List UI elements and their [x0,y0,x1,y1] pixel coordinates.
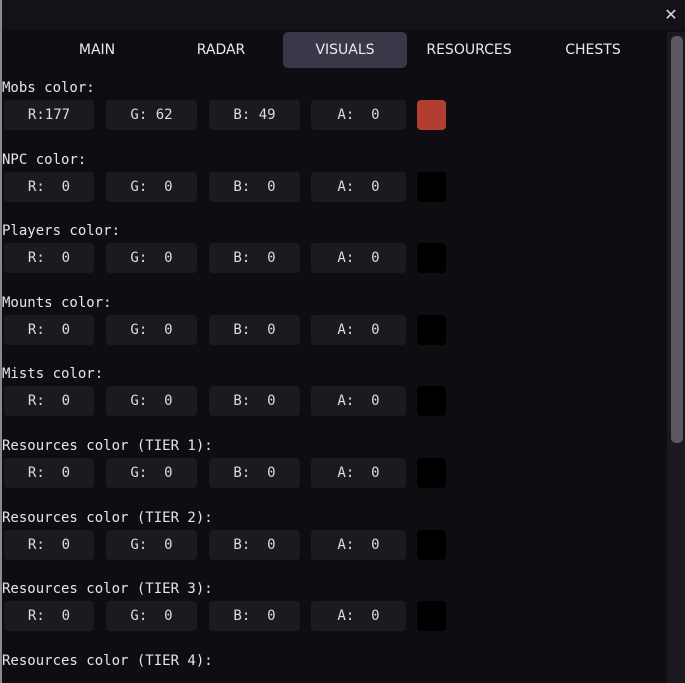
color-swatch[interactable] [417,601,446,632]
color-setting-label: Resources color (TIER 1): [2,438,213,454]
title-bar [2,0,685,30]
g-channel-input[interactable]: G: 0 [106,601,197,632]
g-channel-input[interactable]: G: 0 [106,458,197,488]
a-channel-input[interactable]: A: 0 [311,601,406,632]
color-swatch[interactable] [417,314,446,345]
r-channel-input[interactable]: R: 0 [4,314,94,345]
close-icon[interactable]: ✕ [664,5,678,24]
b-channel-input[interactable]: B: 0 [209,529,300,560]
a-channel-input[interactable]: A: 0 [311,100,406,130]
color-swatch[interactable] [417,386,446,417]
a-channel-input[interactable]: A: 0 [311,314,406,345]
b-channel-input[interactable]: B: 49 [209,100,300,130]
r-channel-input[interactable]: R: 0 [4,458,94,488]
color-swatch[interactable] [417,100,446,130]
color-setting-label: Players color: [2,223,121,240]
color-swatch[interactable] [417,458,446,488]
g-channel-input[interactable]: G: 62 [106,100,197,130]
tab-visuals[interactable]: VISUALS [283,32,407,68]
scrollbar-thumb[interactable] [671,36,683,443]
g-channel-input[interactable]: G: 0 [106,171,197,202]
a-channel-input[interactable]: A: 0 [311,171,406,202]
b-channel-input[interactable]: B: 0 [209,386,300,417]
tab-chests[interactable]: CHESTS [565,42,621,58]
color-setting-label: Mobs color: [2,80,95,96]
a-channel-input[interactable]: A: 0 [311,243,406,274]
g-channel-input[interactable]: G: 0 [106,529,197,560]
tab-resources[interactable]: RESOURCES [426,42,512,58]
r-channel-input[interactable]: R: 0 [4,243,94,274]
g-channel-input[interactable]: G: 0 [106,386,197,417]
window-border [0,0,2,683]
r-channel-input[interactable]: R: 0 [4,171,94,202]
color-setting-label: Resources color (TIER 3): [2,581,213,598]
a-channel-input[interactable]: A: 0 [311,386,406,417]
color-setting-label: NPC color: [2,151,87,168]
color-swatch[interactable] [417,529,446,560]
r-channel-input[interactable]: R:177 [4,100,94,130]
tab-bar: MAIN RADAR VISUALS RESOURCES CHESTS [35,32,655,68]
color-setting-label: Mounts color: [2,294,112,311]
b-channel-input[interactable]: B: 0 [209,171,300,202]
color-setting-label: Resources color (TIER 4): [2,652,213,669]
b-channel-input[interactable]: B: 0 [209,601,300,632]
b-channel-input[interactable]: B: 0 [209,243,300,274]
a-channel-input[interactable]: A: 0 [311,529,406,560]
visuals-panel: Mobs color: R:177 G: 62 B: 49 A: 0 NPC color:… [2,70,667,683]
b-channel-input[interactable]: B: 0 [209,314,300,345]
b-channel-input[interactable]: B: 0 [209,458,300,488]
color-swatch[interactable] [417,171,446,202]
color-swatch[interactable] [417,243,446,274]
r-channel-input[interactable]: R: 0 [4,529,94,560]
g-channel-input[interactable]: G: 0 [106,243,197,274]
tab-radar[interactable]: RADAR [196,42,246,58]
color-setting-label: Mists color: [2,366,104,383]
r-channel-input[interactable]: R: 0 [4,601,94,632]
tab-main[interactable]: MAIN [78,42,116,58]
color-setting-label: Resources color (TIER 2): [2,509,213,526]
r-channel-input[interactable]: R: 0 [4,386,94,417]
a-channel-input[interactable]: A: 0 [311,458,406,488]
g-channel-input[interactable]: G: 0 [106,314,197,345]
